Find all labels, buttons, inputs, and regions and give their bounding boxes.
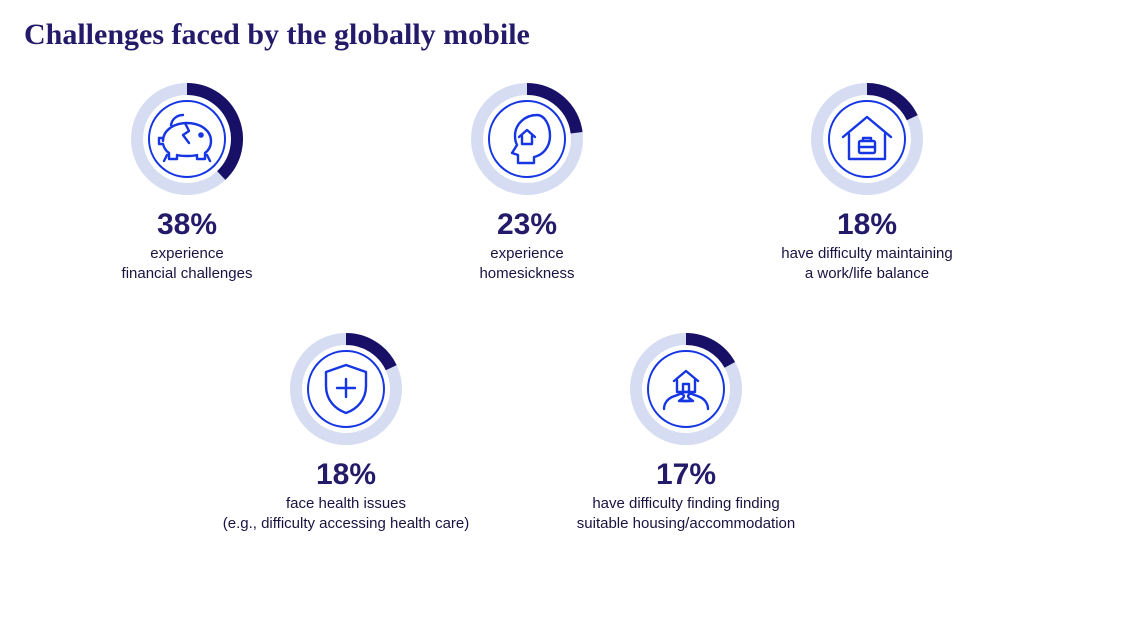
piggybank-broken-icon xyxy=(159,115,211,161)
head-house-icon xyxy=(512,115,550,163)
hands-house-icon xyxy=(664,371,708,409)
stat-financial: 38% experience financial challenges xyxy=(37,80,337,285)
description: experience homesickness xyxy=(377,244,677,285)
shield-cross-icon xyxy=(326,365,366,413)
description: have difficulty finding finding suitable… xyxy=(536,494,836,535)
description: face health issues (e.g., difficulty acc… xyxy=(196,494,496,535)
stat-homesickness: 23% experience homesickness xyxy=(377,80,677,285)
percent-label: 18% xyxy=(717,208,1017,242)
stat-housing: 17% have difficulty finding finding suit… xyxy=(536,330,836,535)
donut-housing xyxy=(627,330,745,448)
inner-ring xyxy=(489,101,565,177)
percent-label: 23% xyxy=(377,208,677,242)
donut-homesickness xyxy=(468,80,586,198)
percent-label: 18% xyxy=(196,458,496,492)
stat-health: 18% face health issues (e.g., difficulty… xyxy=(196,330,496,535)
inner-ring xyxy=(648,351,724,427)
percent-label: 38% xyxy=(37,208,337,242)
page-title: Challenges faced by the globally mobile xyxy=(24,18,530,52)
donut-health xyxy=(287,330,405,448)
description: experience financial challenges xyxy=(37,244,337,285)
description: have difficulty maintaining a work/life … xyxy=(717,244,1017,285)
donut-arc xyxy=(346,339,391,368)
percent-label: 17% xyxy=(536,458,836,492)
stat-worklife: 18% have difficulty maintaining a work/l… xyxy=(717,80,1017,285)
donut-arc xyxy=(867,89,912,118)
donut-worklife xyxy=(808,80,926,198)
house-briefcase-icon xyxy=(843,117,891,159)
donut-financial xyxy=(128,80,246,198)
